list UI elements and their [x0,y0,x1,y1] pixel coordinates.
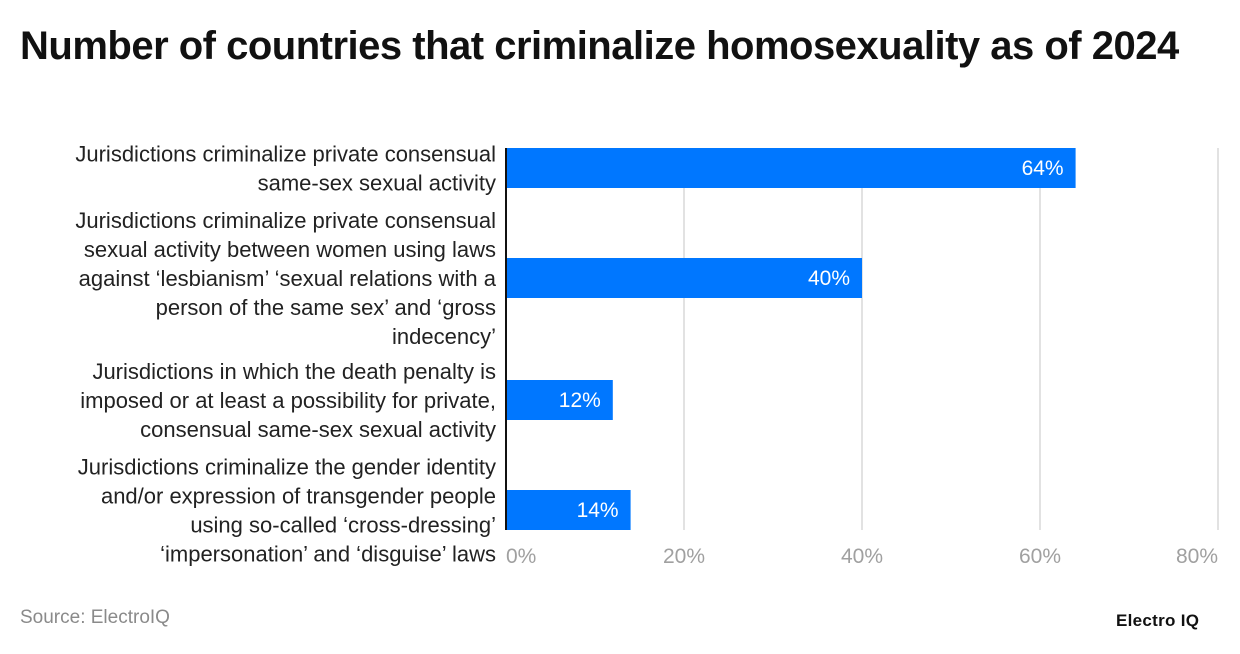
bar [506,490,631,530]
source-text: Source: ElectroIQ [20,607,170,628]
x-tick-label: 60% [1019,545,1061,568]
x-tick-label: 20% [663,545,705,568]
bar [506,258,862,298]
data-label: 40% [808,267,850,290]
category-label: using so-called ‘cross-dressing’ [190,513,496,538]
data-label: 14% [577,499,619,522]
category-label: same-sex sexual activity [258,171,496,196]
category-label: person of the same sex’ and ‘gross [156,295,496,320]
x-tick-label: 80% [1176,545,1218,568]
chart-title: Number of countries that criminalize hom… [20,24,1179,68]
data-label: 12% [559,389,601,412]
x-tick-label: 40% [841,545,883,568]
category-label: Jurisdictions criminalize private consen… [75,208,496,233]
category-label: indecency’ [392,324,496,349]
category-label: against ‘lesbianism’ ‘sexual relations w… [79,266,497,291]
bar [506,380,613,420]
category-label: Jurisdictions criminalize the gender ide… [78,455,496,480]
category-label: sexual activity between women using laws [84,237,496,262]
data-label: 64% [1022,157,1064,180]
category-label: ‘impersonation’ and ‘disguise’ laws [160,542,496,567]
bar [506,148,1076,188]
category-label: consensual same-sex sexual activity [140,417,496,442]
category-label: Jurisdictions in which the death penalty… [92,359,496,384]
category-label: Jurisdictions criminalize private consen… [75,142,496,167]
electroiq-logo: Electro IQ [1116,611,1200,630]
category-label: imposed or at least a possibility for pr… [80,388,496,413]
x-tick-label: 0% [506,545,536,568]
category-label: and/or expression of transgender people [101,484,496,509]
